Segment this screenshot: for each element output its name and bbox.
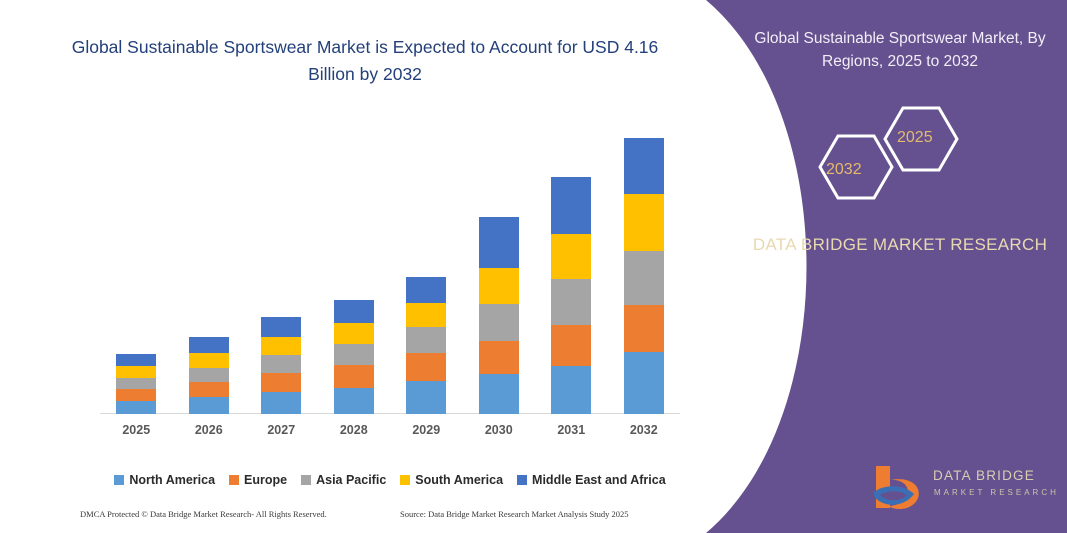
x-tick-2032: 2032 <box>629 423 658 437</box>
bar-segment[interactable] <box>116 401 157 414</box>
x-tick-2028: 2028 <box>339 423 368 437</box>
bar-segment[interactable] <box>406 327 447 353</box>
bar-segment[interactable] <box>188 382 229 397</box>
footer-source: Source: Data Bridge Market Research Mark… <box>400 509 629 519</box>
bar-segment[interactable] <box>116 378 157 389</box>
legend-label: Middle East and Africa <box>532 473 666 487</box>
hexagon-shapes <box>818 106 959 200</box>
bar-segment[interactable] <box>333 300 374 323</box>
x-tick-2031: 2031 <box>557 423 586 437</box>
bar-2031[interactable] <box>551 177 592 414</box>
purple-panel-shape <box>706 0 1067 533</box>
bar-segment[interactable] <box>116 366 157 378</box>
bar-segment[interactable] <box>478 341 519 374</box>
bar-2030[interactable] <box>478 217 519 414</box>
bar-segment[interactable] <box>261 392 302 414</box>
brand-side-panel: Global Sustainable Sportswear Market, By… <box>690 0 1067 533</box>
bar-2032[interactable] <box>623 138 664 414</box>
bar-2027[interactable] <box>261 317 302 414</box>
bar-segment[interactable] <box>188 353 229 368</box>
bar-segment[interactable] <box>623 194 664 251</box>
hexagon-2025-label: 2025 <box>897 129 933 146</box>
bar-segment[interactable] <box>623 138 664 194</box>
legend-swatch-icon <box>517 475 528 485</box>
legend-item[interactable]: Europe <box>229 473 287 487</box>
bar-segment[interactable] <box>551 177 592 234</box>
x-tick-2030: 2030 <box>484 423 513 437</box>
legend-label: North America <box>129 473 216 487</box>
legend-swatch-icon <box>301 475 312 485</box>
bar-segment[interactable] <box>551 234 592 279</box>
hexagon-2032-shape <box>818 134 894 200</box>
x-tick-2029: 2029 <box>412 423 441 437</box>
legend-label: South America <box>415 473 504 487</box>
bar-segment[interactable] <box>478 217 519 268</box>
x-axis-tick-labels: 2025 2026 2027 2028 2029 2030 2031 2032 <box>100 420 680 444</box>
chart-axis-line <box>100 413 680 414</box>
logo-text-main: DATA BRIDGE <box>933 468 1035 483</box>
legend-item[interactable]: Middle East and Africa <box>517 473 666 487</box>
logo-text-sub: MARKET RESEARCH <box>934 488 1059 497</box>
bar-segment[interactable] <box>478 268 519 304</box>
legend-label: Asia Pacific <box>316 473 387 487</box>
stacked-bar-plot <box>100 120 680 414</box>
x-tick-2025: 2025 <box>122 423 151 437</box>
bar-segment[interactable] <box>478 374 519 414</box>
bar-segment[interactable] <box>116 389 157 401</box>
legend-swatch-icon <box>400 475 411 485</box>
hexagon-2032-label: 2032 <box>826 161 862 178</box>
x-tick-2026: 2026 <box>194 423 223 437</box>
bar-segment[interactable] <box>333 388 374 414</box>
bar-2028[interactable] <box>333 300 374 414</box>
brand-name: DATA BRIDGE MARKET RESEARCH <box>752 235 1048 254</box>
bar-2026[interactable] <box>188 337 229 414</box>
bar-2025[interactable] <box>116 354 157 414</box>
legend-item[interactable]: South America <box>400 473 503 487</box>
footer-copyright: DMCA Protected © Data Bridge Market Rese… <box>80 509 327 519</box>
bar-segment[interactable] <box>333 323 374 344</box>
bar-segment[interactable] <box>333 365 374 388</box>
bar-segment[interactable] <box>478 304 519 341</box>
bar-segment[interactable] <box>261 373 302 392</box>
hexagon-2025-shape <box>883 106 959 172</box>
hexagon-badges: 2032 2025 <box>800 105 1000 205</box>
legend-item[interactable]: North America <box>114 473 215 487</box>
bar-segment[interactable] <box>261 337 302 355</box>
bar-segment[interactable] <box>406 353 447 381</box>
bar-segment[interactable] <box>551 325 592 366</box>
data-bridge-logo: DATA BRIDGE MARKET RESEARCH <box>870 462 1060 517</box>
legend-label: Europe <box>244 473 288 487</box>
bar-segment[interactable] <box>623 352 664 414</box>
bar-segment[interactable] <box>551 366 592 414</box>
bar-segment[interactable] <box>188 368 229 382</box>
bar-segment[interactable] <box>261 317 302 337</box>
legend-swatch-icon <box>114 475 125 485</box>
logo-mark-icon <box>874 466 919 510</box>
side-panel-title: Global Sustainable Sportswear Market, By… <box>754 30 1046 71</box>
bar-segment[interactable] <box>623 251 664 305</box>
chart-title: Global Sustainable Sportswear Market is … <box>71 37 659 85</box>
bar-segment[interactable] <box>261 355 302 373</box>
bar-segment[interactable] <box>406 303 447 327</box>
bar-segment[interactable] <box>188 397 229 414</box>
bar-segment[interactable] <box>333 344 374 365</box>
bar-segment[interactable] <box>406 277 447 303</box>
legend-swatch-icon <box>229 475 240 485</box>
bar-segment[interactable] <box>551 279 592 325</box>
bar-segment[interactable] <box>623 305 664 352</box>
chart-legend: North America Europe Asia Pacific South Ame… <box>100 470 680 490</box>
bar-2029[interactable] <box>406 277 447 414</box>
legend-item[interactable]: Asia Pacific <box>301 473 386 487</box>
bar-segment[interactable] <box>406 381 447 414</box>
bar-segment[interactable] <box>188 337 229 353</box>
bar-segment[interactable] <box>116 354 157 366</box>
x-tick-2027: 2027 <box>267 423 296 437</box>
